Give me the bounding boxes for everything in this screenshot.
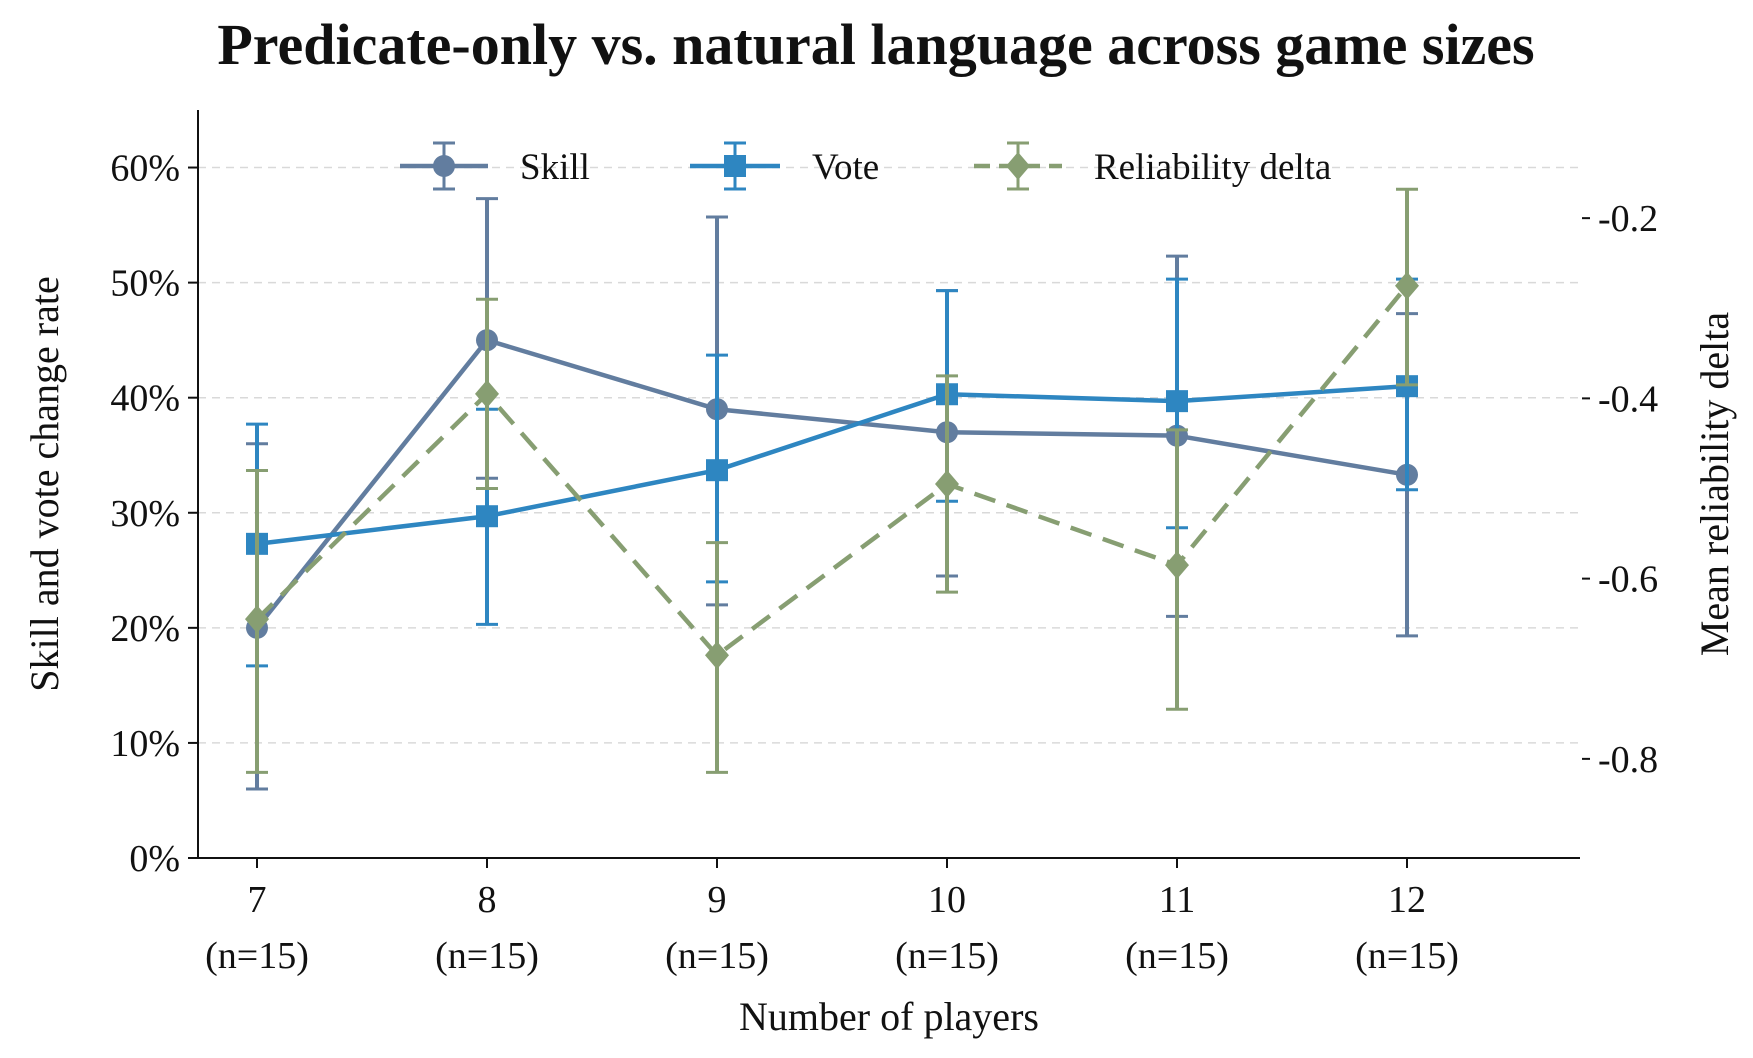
series-reliability-delta bbox=[245, 187, 1419, 774]
legend-marker bbox=[433, 155, 455, 177]
data-point bbox=[706, 459, 728, 482]
series-line bbox=[255, 284, 1409, 658]
x-tick-sublabel: (n=15) bbox=[1355, 935, 1459, 977]
axes bbox=[197, 110, 1580, 859]
legend-label: Vote bbox=[812, 147, 879, 188]
x-tick-sublabel: (n=15) bbox=[435, 935, 539, 977]
left-tick-label: 40% bbox=[110, 378, 180, 420]
x-tick-sublabel: (n=15) bbox=[665, 935, 769, 977]
data-point bbox=[705, 641, 729, 670]
right-axis-label: Mean reliability delta bbox=[1692, 312, 1737, 657]
legend-entry: Reliability delta bbox=[974, 141, 1331, 191]
legend: Skill Vote Reliability delta bbox=[400, 141, 1331, 191]
legend-label: Reliability delta bbox=[1094, 147, 1331, 188]
x-tick-label: 9 bbox=[708, 879, 727, 921]
right-tick-label: -0.4 bbox=[1598, 378, 1658, 420]
data-point bbox=[1165, 551, 1189, 580]
data-point bbox=[1166, 390, 1188, 413]
x-tick-label: 11 bbox=[1159, 879, 1196, 921]
legend-entry: Vote bbox=[690, 141, 879, 191]
left-tick-label: 60% bbox=[110, 148, 180, 190]
x-axis-label: Number of players bbox=[739, 994, 1039, 1039]
series-skill bbox=[246, 197, 1418, 791]
series-line bbox=[256, 383, 1408, 547]
x-tick-sublabel: (n=15) bbox=[205, 935, 309, 977]
x-tick-sublabel: (n=15) bbox=[895, 935, 999, 977]
left-tick-label: 10% bbox=[110, 723, 180, 765]
left-tick-label: 20% bbox=[110, 608, 180, 650]
right-tick-label: -0.8 bbox=[1598, 739, 1658, 781]
data-point bbox=[476, 505, 498, 528]
left-tick-label: 50% bbox=[110, 263, 180, 305]
series-line bbox=[255, 337, 1408, 630]
legend-marker bbox=[724, 155, 746, 177]
x-tick-sublabel: (n=15) bbox=[1125, 935, 1229, 977]
left-tick-label: 0% bbox=[129, 838, 180, 880]
data-point bbox=[245, 605, 269, 634]
chart-title: Predicate-only vs. natural language acro… bbox=[217, 12, 1534, 77]
x-tick-label: 8 bbox=[478, 879, 497, 921]
x-tick-label: 7 bbox=[248, 879, 267, 921]
data-point bbox=[935, 470, 959, 498]
series-layer bbox=[245, 187, 1419, 791]
right-tick-label: -0.2 bbox=[1598, 198, 1658, 240]
left-ticks: 0% 10% 20% 30% 40% 50% 60% bbox=[110, 148, 198, 880]
right-tick-label: -0.6 bbox=[1598, 559, 1658, 601]
legend-label: Skill bbox=[520, 147, 590, 188]
grid bbox=[198, 166, 1580, 744]
legend-entry: Skill bbox=[400, 141, 590, 191]
left-axis-label: Skill and vote change rate bbox=[22, 276, 67, 691]
data-point bbox=[475, 379, 499, 408]
right-ticks: -0.8 -0.6 -0.4 -0.2 bbox=[1582, 198, 1658, 781]
data-point bbox=[1395, 271, 1419, 300]
x-tick-label: 10 bbox=[928, 879, 966, 921]
legend-marker bbox=[1006, 152, 1030, 180]
x-ticks: 7 (n=15) 8 (n=15) 9 (n=15) 10 (n=15) 11 (n=15) 12 (… bbox=[205, 858, 1459, 977]
series-vote bbox=[246, 277, 1418, 668]
left-tick-label: 30% bbox=[110, 493, 180, 535]
x-tick-label: 12 bbox=[1388, 879, 1426, 921]
